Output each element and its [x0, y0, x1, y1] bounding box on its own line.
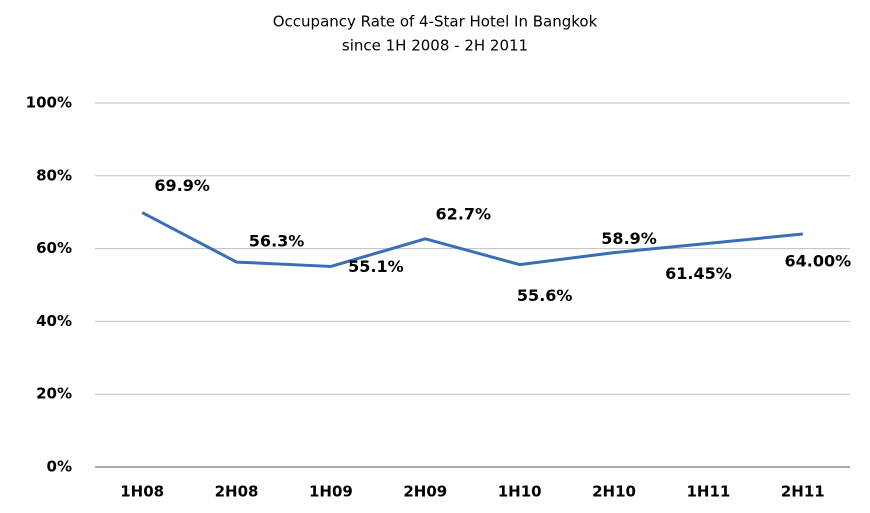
data-label: 69.9%: [154, 176, 210, 195]
data-label: 55.6%: [517, 286, 573, 305]
data-label: 61.45%: [665, 264, 732, 283]
data-label: 62.7%: [436, 204, 492, 223]
data-label: 58.9%: [601, 229, 657, 248]
x-tick-label: 1H09: [309, 483, 353, 501]
x-tick-label: 1H10: [498, 483, 542, 501]
y-tick-label: 0%: [47, 458, 72, 476]
data-label: 55.1%: [348, 257, 404, 276]
y-tick-label: 60%: [36, 239, 72, 257]
data-label: 56.3%: [249, 232, 305, 251]
x-tick-label: 2H09: [403, 483, 447, 501]
y-tick-label: 80%: [36, 166, 72, 184]
x-tick-label: 2H11: [781, 483, 825, 501]
y-tick-label: 20%: [36, 385, 72, 403]
chart-subtitle: since 1H 2008 - 2H 2011: [342, 37, 528, 55]
y-tick-label: 100%: [26, 94, 72, 112]
data-label: 64.00%: [784, 252, 851, 271]
chart-title: Occupancy Rate of 4-Star Hotel In Bangko…: [273, 13, 598, 31]
x-tick-label: 1H11: [687, 483, 731, 501]
x-tick-label: 2H10: [592, 483, 636, 501]
x-tick-label: 2H08: [215, 483, 259, 501]
line: [141, 211, 803, 268]
x-tick-label: 1H08: [120, 483, 164, 501]
y-tick-label: 40%: [36, 312, 72, 330]
